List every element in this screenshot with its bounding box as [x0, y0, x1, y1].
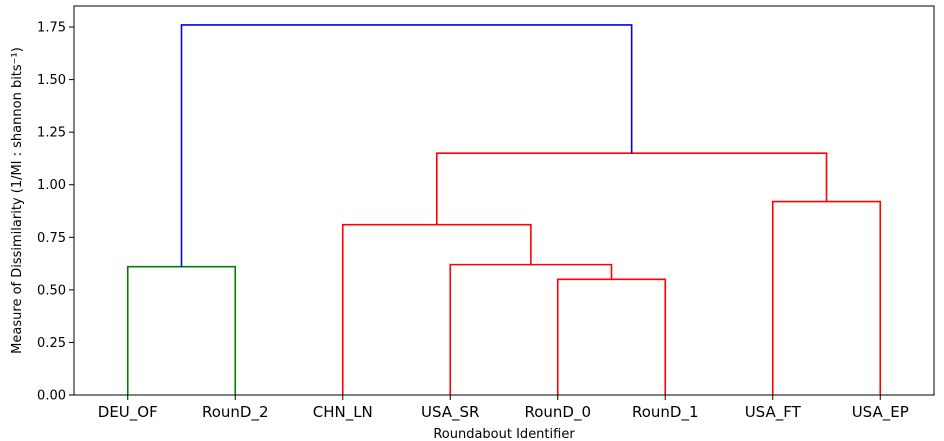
x-axis: DEU_OF RounD_2 CHN_LN USA_SR RounD_0 RounD_1 U…: [98, 395, 909, 422]
y-tick-label: 1.50: [37, 73, 66, 88]
dendrogram-link: [771, 200, 882, 395]
leaf-label: CHN_LN: [313, 403, 373, 422]
leaf-label: USA_SR: [421, 403, 479, 422]
dendrogram-link: [556, 278, 667, 395]
plot-frame: [73, 5, 935, 396]
leaf-label: USA_EP: [852, 403, 909, 422]
dendrogram-link: [180, 24, 633, 267]
leaf-label: DEU_OF: [98, 403, 158, 422]
leaf-label: USA_FT: [745, 403, 802, 422]
y-tick-label: 0.00: [37, 389, 66, 404]
x-axis-label: Roundabout Identifier: [433, 427, 575, 441]
dendrogram-link: [126, 265, 237, 395]
y-tick-label: 0.25: [37, 336, 66, 351]
dendrogram-link: [341, 223, 532, 395]
dendrogram-link: [436, 152, 828, 225]
y-axis: 0.00 0.25 0.50 0.75 1.00 1.25 1.50 1.75: [37, 21, 74, 404]
leaf-label: RounD_2: [202, 403, 269, 422]
y-tick-label: 1.75: [37, 21, 66, 36]
y-tick-label: 0.75: [37, 231, 66, 246]
y-tick-label: 0.50: [37, 283, 66, 298]
dendrogram-link: [449, 263, 613, 395]
dendrogram-links: [126, 24, 882, 395]
y-axis-label: Measure of Dissimilarity (1/MI : shannon…: [10, 47, 25, 354]
y-tick-label: 1.00: [37, 178, 66, 193]
leaf-label: RounD_0: [524, 403, 591, 422]
leaf-label: RounD_1: [632, 403, 699, 422]
y-tick-label: 1.25: [37, 126, 66, 141]
